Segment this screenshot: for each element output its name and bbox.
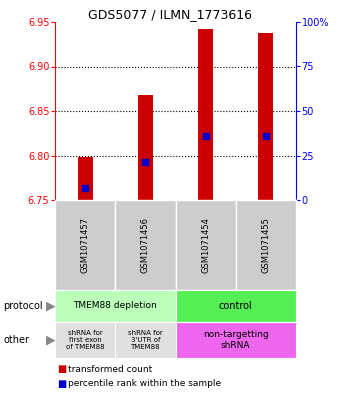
Text: GSM1071455: GSM1071455 [261,217,270,273]
Text: GSM1071457: GSM1071457 [81,217,90,273]
Bar [78,157,93,200]
Text: ▶: ▶ [46,334,56,347]
Text: ▶: ▶ [46,299,56,312]
Text: transformed count: transformed count [68,364,152,373]
Bar [198,29,213,200]
Bar [138,95,153,200]
Text: protocol: protocol [3,301,43,311]
Bar [258,33,273,200]
Text: non-targetting
shRNA: non-targetting shRNA [203,330,269,350]
Text: other: other [3,335,29,345]
Text: control: control [219,301,253,311]
Text: ■: ■ [57,364,66,374]
Text: ■: ■ [57,379,66,389]
Text: shRNA for
3'UTR of
TMEM88: shRNA for 3'UTR of TMEM88 [128,330,163,350]
Text: TMEM88 depletion: TMEM88 depletion [73,301,157,310]
Text: percentile rank within the sample: percentile rank within the sample [68,380,221,389]
Text: shRNA for
first exon
of TMEM88: shRNA for first exon of TMEM88 [66,330,104,350]
Text: GSM1071456: GSM1071456 [141,217,150,273]
Text: GSM1071454: GSM1071454 [201,217,210,273]
Text: GDS5077 / ILMN_1773616: GDS5077 / ILMN_1773616 [88,8,252,21]
